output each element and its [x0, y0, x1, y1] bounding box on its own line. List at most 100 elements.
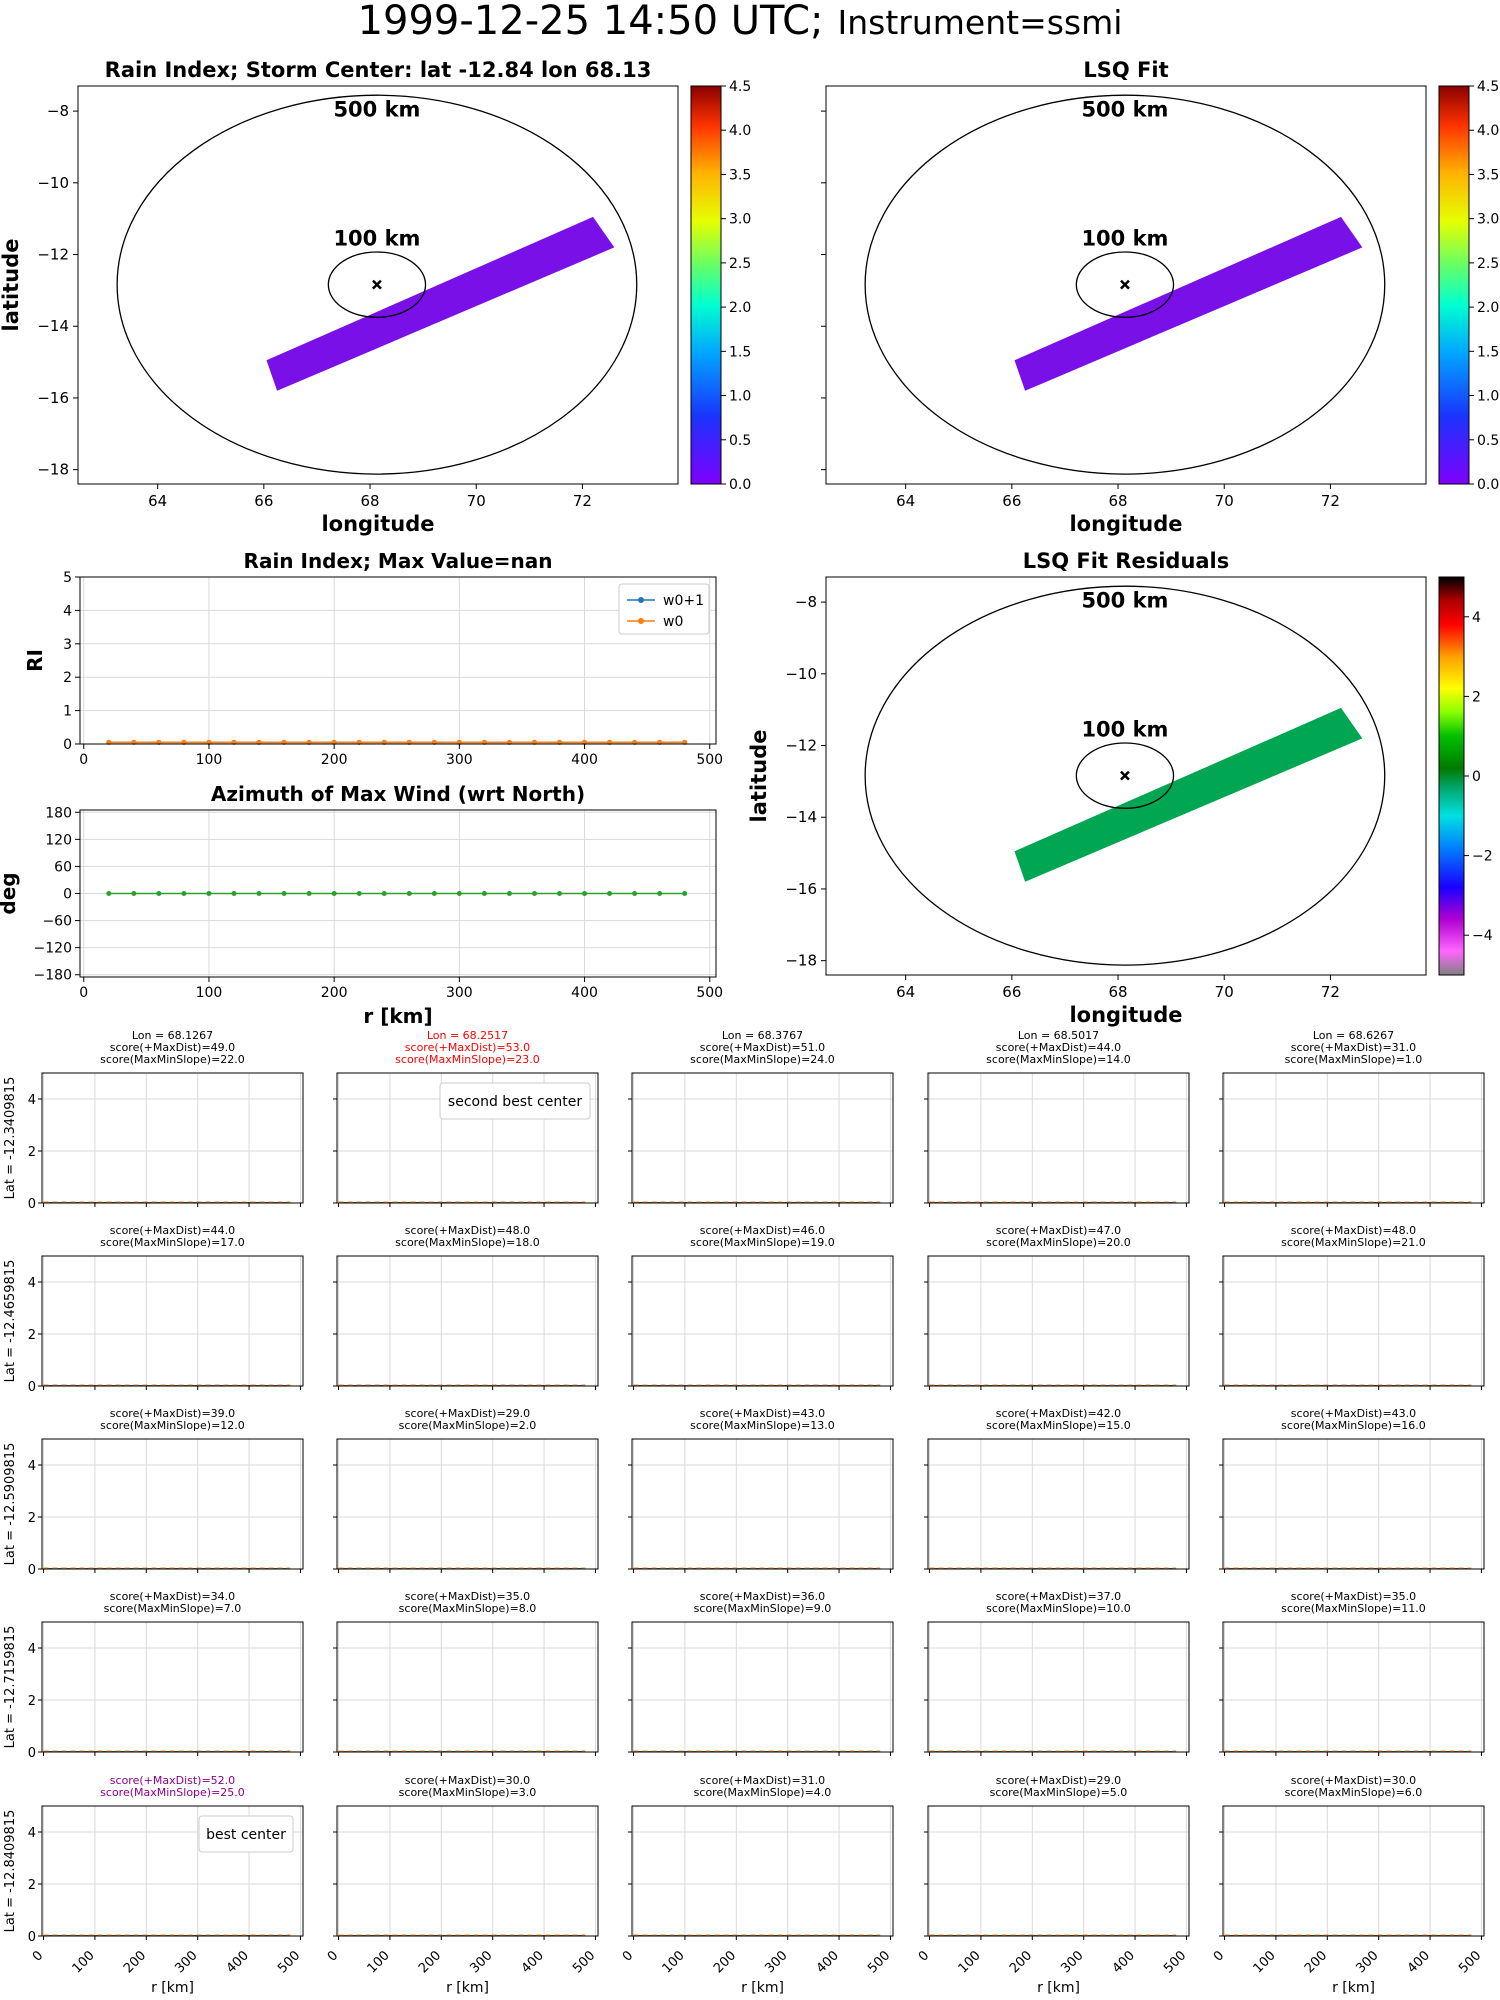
score-maxminslope: score(MaxMinSlope)=20.0 — [986, 1236, 1131, 1249]
score-maxdist: score(+MaxDist)=53.0 — [405, 1041, 530, 1054]
data-point — [582, 891, 588, 896]
score-maxminslope: score(MaxMinSlope)=12.0 — [100, 1419, 245, 1432]
x-tick-label: 68 — [1108, 983, 1127, 1001]
x-axis-label: r [km] — [363, 1004, 432, 1028]
grid-panel: Lon = 68.6267score(+MaxDist)=31.0score(M… — [1219, 1029, 1485, 1207]
legend-marker — [638, 618, 644, 624]
y-tick-label: 4 — [28, 1093, 36, 1108]
colorbar-tick-label: 3.0 — [1477, 212, 1499, 228]
y-axis-label: RI — [23, 649, 47, 672]
colorbar-tick-label: 2.0 — [729, 300, 751, 316]
score-maxminslope: score(MaxMinSlope)=8.0 — [399, 1602, 537, 1615]
score-maxdist: score(+MaxDist)=39.0 — [110, 1407, 235, 1420]
lat-label: Lat = -12.5909815 — [3, 1443, 18, 1566]
axes-frame — [1222, 1072, 1485, 1204]
score-maxminslope: score(MaxMinSlope)=13.0 — [690, 1419, 835, 1432]
lsq-residuals-map: 500 km 100 km 64 66 68 70 72 −8 −10 −12 −14 −16 −18 L… — [747, 549, 1493, 1027]
x-tick-label: 500 — [275, 1948, 303, 1976]
data-point — [657, 891, 663, 896]
x-tick-label: 200 — [321, 985, 348, 1001]
y-tick-label: 2 — [28, 1145, 36, 1160]
figure-title-datetime: 1999-12-25 14:50 UTC; — [358, 0, 824, 44]
y-tick-label: 5 — [63, 570, 72, 586]
y-tick-label: −10 — [785, 665, 817, 683]
colorbar-tick-label: 0.0 — [1477, 477, 1499, 493]
y-tick-label: −180 — [34, 968, 72, 984]
score-maxminslope: score(MaxMinSlope)=16.0 — [1281, 1419, 1426, 1432]
grid-panel: 0 2 4 Lat = -12.5909815 score(+MaxDist)=39.0… — [3, 1407, 304, 1578]
score-maxminslope: score(MaxMinSlope)=14.0 — [986, 1053, 1131, 1066]
y-axis-label: latitude — [747, 730, 771, 823]
x-tick-label: 500 — [1456, 1948, 1484, 1976]
lsq-fit-map-plot-area: 500 km 100 km — [864, 94, 1386, 475]
x-tick-label: 200 — [1302, 1948, 1330, 1976]
score-maxminslope: score(MaxMinSlope)=15.0 — [986, 1419, 1131, 1432]
axes-frame — [336, 1621, 599, 1753]
x-tick-label: 500 — [696, 985, 723, 1001]
data-point — [106, 891, 112, 896]
axes-frame — [631, 1072, 894, 1204]
x-tick-label: 0 — [1211, 1948, 1227, 1964]
data-point — [481, 891, 487, 896]
lsq-residuals-map-plot-area: 500 km 100 km — [864, 585, 1386, 966]
colorbar-tick-label: 4 — [1472, 610, 1481, 626]
ring-label-100km: 100 km — [333, 227, 420, 251]
score-maxdist: score(+MaxDist)=35.0 — [405, 1590, 530, 1603]
score-maxminslope: score(MaxMinSlope)=9.0 — [694, 1602, 832, 1615]
score-maxminslope: score(MaxMinSlope)=21.0 — [1281, 1236, 1426, 1249]
y-tick-label: −8 — [47, 102, 69, 120]
profile-title: Azimuth of Max Wind (wrt North) — [211, 782, 585, 806]
data-point — [557, 891, 563, 896]
grid-panel: score(+MaxDist)=35.0score(MaxMinSlope)=8… — [333, 1590, 599, 1756]
score-maxminslope: score(MaxMinSlope)=6.0 — [1285, 1786, 1423, 1799]
rain-index-map-plot-area: 500 km 100 km — [116, 94, 638, 475]
x-tick-label: 100 — [196, 985, 223, 1001]
score-maxdist: score(+MaxDist)=47.0 — [996, 1224, 1121, 1237]
colorbar-tick-label: 2 — [1472, 689, 1481, 705]
y-tick-label: 2 — [28, 1328, 36, 1343]
lon-label: Lon = 68.5017 — [1018, 1029, 1099, 1042]
lon-label: Lon = 68.2517 — [427, 1029, 508, 1042]
y-tick-label: 0 — [63, 887, 72, 903]
score-maxminslope: score(MaxMinSlope)=17.0 — [100, 1236, 245, 1249]
grid-panel: score(+MaxDist)=43.0score(MaxMinSlope)=1… — [1219, 1407, 1485, 1573]
colorbar-tick-label: 3.5 — [729, 167, 751, 183]
storm-center-marker — [1120, 770, 1130, 781]
axes-frame — [336, 1072, 599, 1204]
data-point — [456, 891, 462, 896]
grid-panel: Lon = 68.5017score(+MaxDist)=44.0score(M… — [924, 1029, 1190, 1207]
ring-100km — [1075, 251, 1175, 318]
x-axis-label: longitude — [321, 512, 434, 536]
y-tick-label: −16 — [37, 389, 69, 407]
data-point — [131, 891, 137, 896]
grid-panel: 0 100 200 300 400 500 r [km] score(+MaxDist)=29… — [916, 1774, 1190, 1996]
score-maxdist: score(+MaxDist)=37.0 — [996, 1590, 1121, 1603]
axes-frame — [1222, 1255, 1485, 1387]
y-tick-label: −60 — [42, 914, 72, 930]
score-maxdist: score(+MaxDist)=30.0 — [405, 1774, 530, 1787]
score-maxminslope: score(MaxMinSlope)=4.0 — [694, 1786, 832, 1799]
data-point — [206, 891, 212, 896]
x-tick-label: 72 — [573, 492, 592, 510]
colorbar-tick-label: 0.5 — [729, 433, 751, 449]
y-tick-label: 1 — [63, 704, 72, 720]
y-tick-label: 2 — [28, 1511, 36, 1526]
colorbar-tick-label: 1.0 — [1477, 389, 1499, 405]
data-point — [506, 891, 512, 896]
x-tick-label: 100 — [196, 752, 223, 768]
score-maxdist: score(+MaxDist)=48.0 — [405, 1224, 530, 1237]
score-maxminslope: score(MaxMinSlope)=19.0 — [690, 1236, 835, 1249]
storm-center-marker — [1120, 279, 1130, 290]
y-axis-label: deg — [0, 872, 20, 914]
colorbar — [690, 85, 722, 485]
score-maxminslope: score(MaxMinSlope)=10.0 — [986, 1602, 1131, 1615]
axes-frame — [927, 1805, 1190, 1937]
axes-frame — [825, 576, 1427, 976]
grid-panel: score(+MaxDist)=48.0score(MaxMinSlope)=2… — [1219, 1224, 1485, 1390]
grid-panel: Lon = 68.2517score(+MaxDist)=53.0score(M… — [333, 1029, 599, 1207]
score-maxdist: score(+MaxDist)=43.0 — [700, 1407, 825, 1420]
y-tick-label: 3 — [63, 637, 72, 653]
x-tick-label: 300 — [172, 1948, 200, 1976]
y-tick-label: −14 — [37, 317, 69, 335]
data-point — [156, 891, 162, 896]
